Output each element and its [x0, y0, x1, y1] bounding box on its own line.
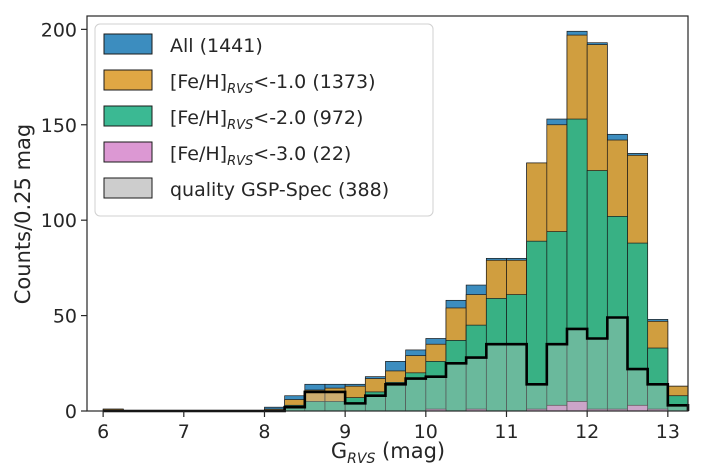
x-tick-label-4: 10	[414, 421, 438, 443]
legend-label-1: [Fe/H]RVS<-1.0 (1373)	[170, 71, 376, 97]
x-axis-title-unit: (mag)	[375, 439, 445, 463]
bar-series-4-bin-25	[607, 317, 628, 411]
bar-series-4-bin-13	[365, 395, 386, 411]
y-tick-label-3: 150	[41, 115, 77, 137]
x-tick-label-5: 11	[494, 421, 518, 443]
bar-series-4-bin-16	[425, 376, 446, 411]
legend-label-2: [Fe/H]RVS<-2.0 (972)	[170, 107, 363, 133]
bar-series-4-bin-21	[526, 384, 547, 411]
x-axis-title: GRVS (mag)	[331, 439, 445, 467]
bar-series-4-bin-27	[647, 384, 668, 411]
bar-series-4-bin-12	[345, 403, 366, 411]
bar-series-4-bin-19	[486, 344, 507, 411]
legend-label-4: quality GSP-Spec (388)	[170, 179, 389, 201]
x-axis-title-sub: RVS	[347, 451, 375, 467]
x-tick-label-3: 9	[339, 421, 351, 443]
legend-swatch-3	[103, 141, 153, 163]
bars-layer	[102, 30, 689, 412]
bar-series-4-bin-23	[566, 328, 588, 411]
y-tick-label-1: 50	[53, 306, 77, 328]
x-tick-label-7: 13	[656, 421, 680, 443]
x-tick-label-6: 12	[575, 421, 599, 443]
x-tick-label-0: 6	[97, 421, 109, 443]
bar-series-4-bin-17	[445, 363, 467, 411]
bar-series-4-bin-14	[385, 384, 406, 411]
legend-label-3: [Fe/H]RVS<-3.0 (22)	[170, 143, 351, 169]
legend-swatch-4	[103, 177, 153, 199]
legend-swatch-0	[103, 33, 153, 55]
bar-series-4-bin-20	[506, 344, 527, 411]
legend: All (1441) [Fe/H]RVS<-1.0 (1373) [Fe/H]RVS…	[94, 23, 434, 217]
bar-series-4-bin-26	[627, 369, 648, 411]
legend-frame	[94, 23, 434, 217]
bar-series-4-bin-11	[324, 391, 346, 411]
bar-series-4-bin-10	[304, 391, 325, 411]
x-tick-label-1: 7	[178, 421, 190, 443]
bar-series-4-bin-9	[284, 407, 305, 411]
x-axis-title-main: G	[331, 439, 347, 463]
x-tick-label-2: 8	[258, 421, 270, 443]
y-tick-label-2: 100	[41, 210, 77, 232]
legend-label-0: All (1441)	[170, 35, 263, 57]
ticks-layer: 6 7 8 9 10 11 12 13 0 50 100 150 200	[41, 19, 680, 443]
bar-series-4-bin-24	[587, 338, 608, 411]
bar-series-4-bin-18	[466, 357, 487, 411]
plot-frame	[86, 15, 689, 412]
legend-swatch-1	[103, 69, 153, 91]
y-axis-title: Counts/0.25 mag	[11, 124, 35, 304]
bar-series-4-bin-22	[546, 344, 567, 411]
bar-series-4-bin-15	[405, 378, 426, 411]
y-tick-label-0: 0	[65, 401, 77, 423]
y-tick-label-4: 200	[41, 19, 77, 41]
legend-swatch-2	[103, 105, 153, 127]
bar-series-4-bin-28	[667, 405, 688, 411]
